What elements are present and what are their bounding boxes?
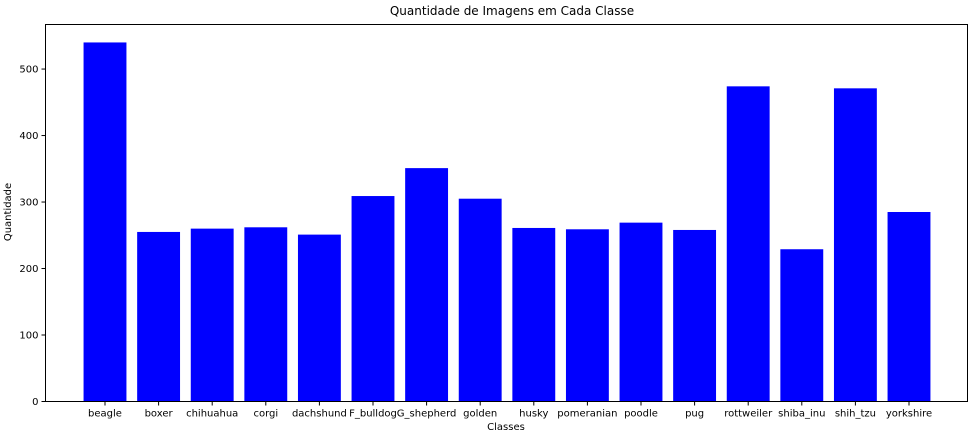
bar-shiba-inu (780, 249, 824, 402)
x-tick-label: dachshund (292, 409, 347, 420)
bar-corgi (244, 227, 288, 402)
x-tick-label: chihuahua (186, 409, 238, 420)
bar-poodle (619, 222, 663, 402)
y-axis-ticks: 0 100 200 300 400 500 (19, 65, 46, 408)
bar-g-shepherd (405, 168, 449, 402)
x-tick-label: corgi (253, 409, 278, 420)
plot-frame (45, 24, 968, 402)
y-tick-label: 100 (19, 331, 38, 342)
x-tick-label: rottweiler (724, 409, 773, 420)
x-tick-label: shiba_inu (778, 409, 825, 420)
x-tick-label: G_shepherd (397, 409, 457, 420)
x-tick-label: boxer (145, 409, 174, 420)
bar-beagle (83, 42, 127, 402)
bar-boxer (137, 231, 181, 402)
bar-chihuahua (190, 228, 234, 402)
x-tick-label: beagle (88, 409, 122, 420)
x-tick-label: pomeranian (557, 409, 617, 420)
x-tick-label: poodle (624, 409, 658, 420)
x-tick-label: shih_tzu (835, 409, 876, 420)
bar-golden (458, 198, 502, 402)
x-tick-label: golden (463, 409, 497, 420)
x-axis-label: Classes (487, 422, 525, 433)
y-tick-label: 200 (19, 264, 38, 275)
bar-husky (512, 227, 556, 402)
y-tick-label: 300 (19, 198, 38, 209)
bar-f-bulldog (351, 196, 395, 402)
y-tick-label: 400 (19, 131, 38, 142)
x-tick-label: yorkshire (886, 409, 932, 420)
y-axis-label: Quantidade (3, 183, 14, 241)
bar-dachshund (297, 234, 341, 402)
y-tick-label: 500 (19, 65, 38, 76)
bar-pug (673, 229, 717, 402)
bars (83, 42, 931, 402)
x-tick-label: F_bulldog (349, 409, 397, 420)
x-tick-label: pug (685, 409, 704, 420)
x-axis-ticks: beagle boxer chihuahua corgi dachshund F_bull… (88, 401, 932, 420)
y-tick-label: 0 (32, 397, 38, 408)
chart-title: Quantidade de Imagens em Cada Classe (390, 4, 634, 18)
bar-rottweiler (726, 86, 770, 402)
bar-yorkshire (887, 212, 931, 402)
bar-pomeranian (565, 229, 609, 402)
bar-shih-tzu (833, 88, 877, 402)
x-tick-label: husky (519, 409, 548, 420)
